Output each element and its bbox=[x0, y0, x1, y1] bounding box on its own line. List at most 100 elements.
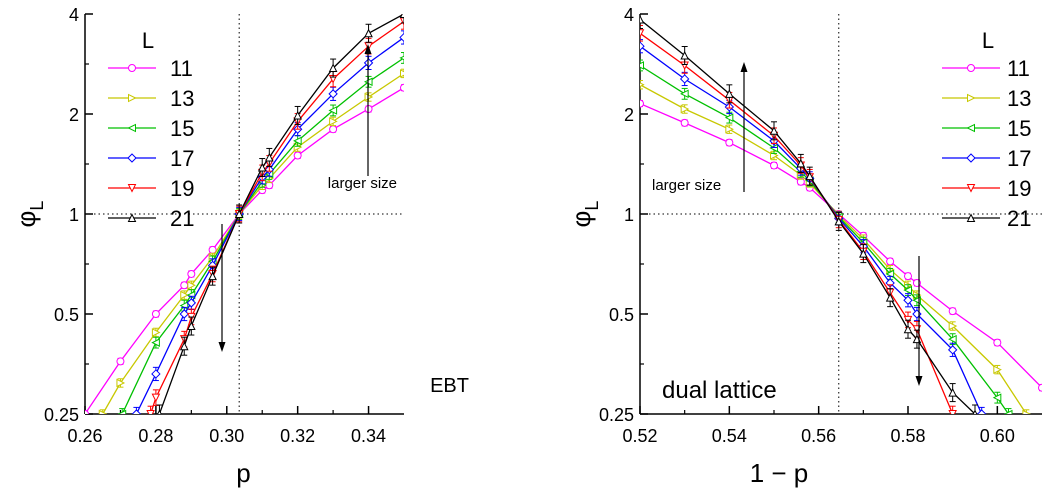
series-line-L19 bbox=[149, 20, 404, 414]
marker-triangle-left bbox=[328, 106, 338, 115]
y-axis-label-main: φ bbox=[11, 211, 41, 228]
x-tick-label: 0.34 bbox=[351, 426, 386, 446]
marker-triangle-up bbox=[265, 152, 274, 162]
plot-area bbox=[85, 14, 404, 414]
x-axis-label: 1 − p bbox=[750, 458, 809, 488]
y-tick-label: 0.25 bbox=[44, 405, 79, 425]
legend: L 11 13 15 17 19 21 bbox=[942, 28, 1031, 231]
series-L21 bbox=[640, 14, 978, 414]
marker-triangle-up bbox=[234, 209, 244, 218]
annotation-larger-size: larger size bbox=[652, 177, 721, 194]
marker-diamond bbox=[399, 32, 404, 43]
legend-item-L17: 17 bbox=[942, 146, 1031, 171]
legend-label: 21 bbox=[1007, 206, 1031, 231]
y-tick-label: 2 bbox=[69, 105, 79, 125]
marker-circle bbox=[128, 64, 136, 72]
marker-triangle-up bbox=[208, 271, 217, 281]
marker-triangle-up bbox=[725, 89, 734, 98]
marker-diamond bbox=[966, 153, 976, 163]
marker-diamond bbox=[328, 89, 338, 99]
marker-triangle-right bbox=[993, 365, 1002, 374]
marker-triangle-left bbox=[680, 89, 689, 99]
series-L11 bbox=[640, 99, 1042, 392]
marker-diamond bbox=[947, 345, 958, 355]
marker-circle bbox=[180, 281, 189, 290]
marker-triangle-up bbox=[948, 387, 957, 397]
marker-circle bbox=[85, 410, 89, 414]
marker-triangle-left bbox=[117, 409, 127, 414]
marker-triangle-up bbox=[859, 248, 868, 258]
marker-circle bbox=[400, 83, 404, 92]
marker-diamond bbox=[151, 369, 161, 379]
legend-item-L19: 19 bbox=[108, 176, 194, 201]
marker-triangle-up bbox=[966, 213, 976, 222]
y-axis-label: φL bbox=[566, 201, 602, 228]
marker-circle bbox=[948, 307, 957, 316]
marker-triangle-up bbox=[187, 321, 196, 331]
marker-triangle-up bbox=[157, 409, 162, 414]
marker-circle bbox=[293, 151, 302, 160]
y-axis-label-text: φL bbox=[11, 201, 47, 228]
y-tick-label: 1 bbox=[624, 205, 634, 225]
marker-triangle-left bbox=[966, 123, 975, 133]
legend-label: 19 bbox=[170, 176, 194, 201]
marker-triangle-left bbox=[992, 393, 1002, 402]
marker-diamond bbox=[679, 74, 690, 84]
marker-diamond bbox=[131, 409, 142, 414]
marker-triangle-down bbox=[640, 29, 645, 38]
marker-triangle-up bbox=[399, 14, 404, 18]
series-L15 bbox=[117, 52, 404, 414]
marker-triangle-down bbox=[966, 184, 976, 193]
marker-circle bbox=[151, 310, 160, 318]
y-axis-label-subscript: L bbox=[27, 201, 47, 211]
marker-diamond bbox=[976, 409, 987, 414]
marker-circle bbox=[680, 118, 689, 127]
marker-triangle-up bbox=[680, 50, 689, 60]
marker-triangle-left bbox=[640, 61, 644, 70]
series-line-L21 bbox=[640, 18, 976, 414]
marker-triangle-right bbox=[151, 328, 161, 337]
plot-area bbox=[640, 14, 1042, 414]
marker-triangle-up bbox=[127, 213, 137, 222]
series-L15 bbox=[640, 59, 1013, 414]
series-line-L13 bbox=[102, 72, 404, 414]
marker-triangle-right bbox=[948, 321, 958, 331]
marker-triangle-up bbox=[796, 158, 806, 168]
marker-triangle-down bbox=[146, 410, 155, 414]
marker-triangle-left bbox=[293, 136, 302, 146]
x-tick-label: 0.56 bbox=[801, 426, 836, 446]
marker-diamond bbox=[903, 295, 913, 305]
y-axis-label-subscript: L bbox=[582, 201, 602, 211]
marker-triangle-up bbox=[293, 110, 302, 120]
legend-label: 17 bbox=[170, 146, 194, 171]
marker-triangle-down bbox=[948, 410, 957, 414]
marker-circle bbox=[770, 161, 778, 170]
legend-item-L11: 11 bbox=[108, 56, 193, 81]
legend-label: 11 bbox=[170, 56, 193, 81]
marker-triangle-right bbox=[128, 93, 137, 103]
legend-label: 11 bbox=[1007, 56, 1030, 81]
x-tick-label: 0.52 bbox=[622, 426, 657, 446]
marker-triangle-left bbox=[127, 123, 136, 133]
marker-circle bbox=[904, 272, 912, 281]
marker-triangle-left bbox=[1003, 409, 1013, 414]
legend-label: 13 bbox=[170, 86, 194, 111]
y-axis-label-main: φ bbox=[566, 211, 596, 228]
x-axis-label: p bbox=[236, 458, 250, 488]
marker-triangle-up bbox=[972, 409, 978, 414]
marker-triangle-up bbox=[640, 14, 645, 24]
marker-circle bbox=[725, 138, 734, 147]
marker-triangle-down bbox=[151, 393, 161, 403]
x-tick-label: 0.30 bbox=[209, 426, 244, 446]
marker-triangle-right bbox=[98, 409, 108, 414]
marker-triangle-up bbox=[364, 28, 373, 38]
marker-circle bbox=[993, 338, 1002, 347]
y-tick-label: 1 bbox=[69, 205, 79, 225]
y-tick-label: 0.25 bbox=[599, 405, 634, 425]
y-tick-label: 2 bbox=[624, 105, 634, 125]
legend-item-L15: 15 bbox=[942, 116, 1031, 141]
marker-triangle-left bbox=[948, 334, 957, 344]
legend-item-L13: 13 bbox=[942, 86, 1031, 111]
marker-triangle-up bbox=[885, 293, 895, 302]
